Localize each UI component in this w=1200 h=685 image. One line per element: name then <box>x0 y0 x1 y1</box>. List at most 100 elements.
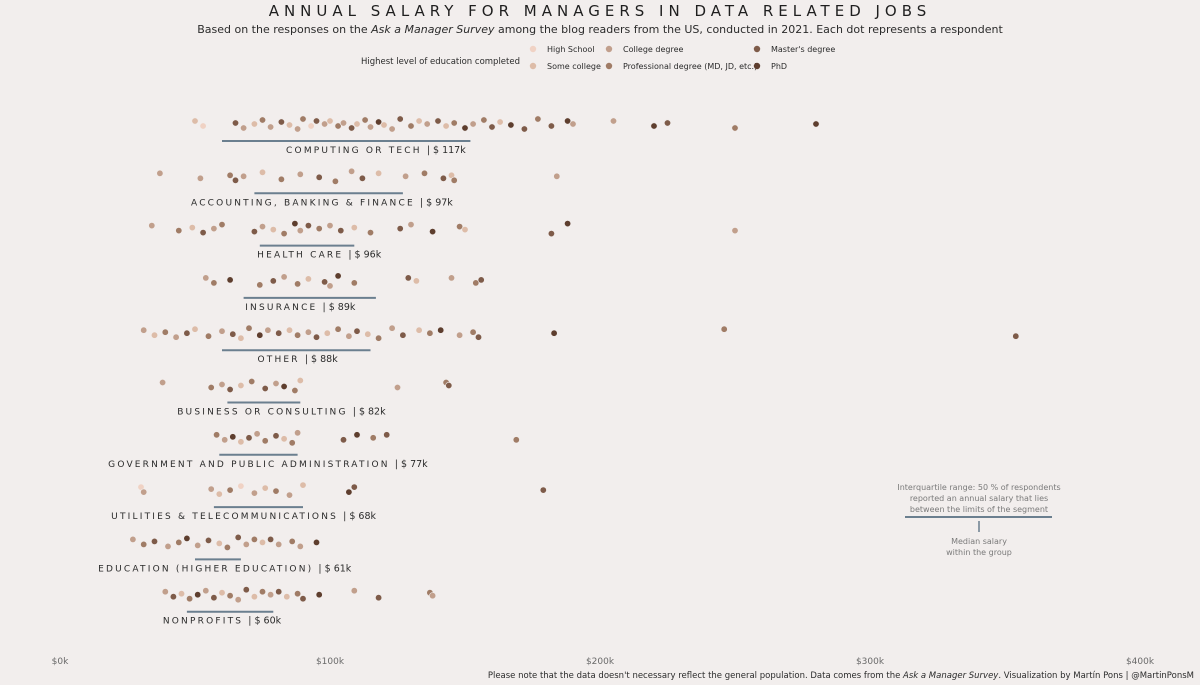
respondent-dot <box>366 123 374 131</box>
respondent-dot <box>326 222 334 230</box>
respondent-dot <box>280 435 288 443</box>
respondent-dot <box>280 273 288 281</box>
respondent-dot <box>496 118 504 126</box>
respondent-dot <box>232 119 240 127</box>
category-median: | $ 88k <box>305 354 338 365</box>
respondent-dot <box>294 590 302 598</box>
category-median: | $ 117k <box>427 145 466 156</box>
category-name: INSURANCE <box>245 303 322 313</box>
legend-swatch <box>529 62 537 70</box>
respondent-dot <box>269 226 277 234</box>
respondent-dot <box>140 488 148 496</box>
legend-swatch <box>605 62 613 70</box>
respondent-dot <box>202 587 210 595</box>
respondent-dot <box>226 486 234 494</box>
respondent-dot <box>315 591 323 599</box>
respondent-dot <box>312 333 320 341</box>
respondent-dot <box>191 117 199 125</box>
respondent-dot <box>507 121 515 129</box>
respondent-dot <box>194 591 202 599</box>
respondent-dot <box>285 491 293 499</box>
respondent-dot <box>388 125 396 133</box>
category-row: NONPROFITS | $ 60k <box>161 586 437 627</box>
respondent-dot <box>412 277 420 285</box>
respondent-dot <box>404 274 412 282</box>
category-row: GOVERNMENT AND PUBLIC ADMINISTRATION | $… <box>108 429 520 470</box>
respondent-dot <box>445 381 453 389</box>
respondent-dot <box>420 169 428 177</box>
respondent-dot <box>283 593 291 601</box>
respondent-dot <box>242 586 250 594</box>
respondent-dot <box>272 432 280 440</box>
respondent-dot <box>277 118 285 126</box>
respondent-dot <box>469 120 477 128</box>
respondent-dot <box>388 324 396 332</box>
respondent-dot <box>250 535 258 543</box>
respondent-dot <box>731 227 739 235</box>
respondent-dot <box>280 382 288 390</box>
category-label: HEALTH CARE | $ 96k <box>257 250 382 261</box>
respondent-dot <box>375 118 383 126</box>
respondent-dot <box>326 117 334 125</box>
respondent-dot <box>663 119 671 127</box>
respondent-dot <box>267 591 275 599</box>
respondent-dot <box>229 433 237 441</box>
respondent-dot <box>226 171 234 179</box>
respondent-dot <box>186 595 194 603</box>
respondent-dot <box>553 172 561 180</box>
legend-label: Some college <box>547 62 601 71</box>
respondent-dot <box>261 437 269 445</box>
respondent-dot <box>350 224 358 232</box>
respondent-dot <box>415 326 423 334</box>
category-label: UTILITIES & TELECOMMUNICATIONS | $ 68k <box>111 511 376 522</box>
category-median: | $ 89k <box>323 302 356 313</box>
respondent-dot <box>450 119 458 127</box>
respondent-dot <box>296 376 304 384</box>
respondent-dot <box>207 485 215 493</box>
respondent-dot <box>288 537 296 545</box>
respondent-dot <box>321 120 329 128</box>
respondent-dot <box>469 328 477 336</box>
category-row: INSURANCE | $ 89k <box>202 272 485 313</box>
respondent-dot <box>267 535 275 543</box>
respondent-dot <box>407 221 415 229</box>
respondent-dot <box>461 226 469 234</box>
respondent-dot <box>272 487 280 495</box>
respondent-dot <box>210 279 218 287</box>
median-note-line-2: within the group <box>946 548 1012 557</box>
respondent-dot <box>237 438 245 446</box>
respondent-dot <box>375 334 383 342</box>
x-tick-label: $300k <box>856 657 885 667</box>
category-name: COMPUTING OR TECH <box>286 146 427 156</box>
respondent-dot <box>232 176 240 184</box>
respondent-dot <box>339 119 347 127</box>
respondent-dot <box>280 230 288 238</box>
respondent-dot <box>183 534 191 542</box>
respondent-dot <box>240 172 248 180</box>
respondent-dot <box>151 331 159 339</box>
x-tick-label: $400k <box>1126 657 1155 667</box>
respondent-dot <box>248 377 256 385</box>
respondent-dot <box>218 221 226 229</box>
respondent-dot <box>253 430 261 438</box>
education-legend: Highest level of education completed Hig… <box>361 45 835 71</box>
category-label: GOVERNMENT AND PUBLIC ADMINISTRATION | $… <box>108 459 428 470</box>
respondent-dot <box>299 115 307 123</box>
respondent-dot <box>226 385 234 393</box>
respondent-dot <box>439 174 447 182</box>
respondent-dot <box>215 490 223 498</box>
category-name: NONPROFITS <box>163 617 248 627</box>
respondent-dot <box>169 593 177 601</box>
respondent-dot <box>345 332 353 340</box>
respondent-dot <box>129 535 137 543</box>
respondent-dot <box>234 533 242 541</box>
legend-label: High School <box>547 45 595 54</box>
respondent-dot <box>140 326 148 334</box>
respondent-dot <box>312 117 320 125</box>
respondent-dot <box>337 227 345 235</box>
legend-label: College degree <box>623 45 684 54</box>
category-median: | $ 82k <box>353 407 386 418</box>
respondent-dot <box>304 328 312 336</box>
respondent-dot <box>369 434 377 442</box>
legend-swatch <box>605 45 613 53</box>
